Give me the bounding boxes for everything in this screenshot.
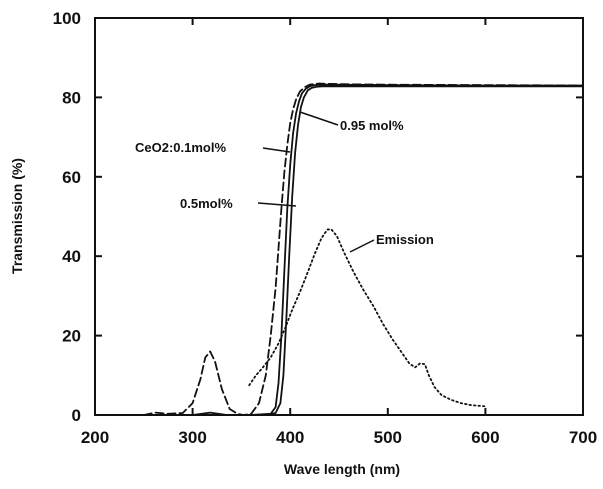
plot-frame <box>94 17 584 416</box>
series-line-0-95mol- <box>142 85 584 416</box>
y-tick-labels: 0 20 40 60 80 100 <box>53 9 81 425</box>
x-tick-label: 400 <box>276 428 304 447</box>
x-axis-label: Wave length (nm) <box>284 461 400 477</box>
series-line-ceo2-0-1mol- <box>142 82 584 416</box>
x-tick-label: 600 <box>471 428 499 447</box>
annotation-ceo2-pointer <box>262 147 291 153</box>
y-tick-label: 100 <box>53 9 81 28</box>
x-tick-label: 700 <box>569 428 597 447</box>
x-tick-label: 200 <box>81 428 109 447</box>
annotation-mol095-pointer <box>299 111 339 126</box>
series-line-emission <box>248 228 487 408</box>
annotation-ceo2: CeO2:0.1mol% <box>135 140 226 155</box>
x-tick-label: 500 <box>374 428 402 447</box>
axis-ticks <box>94 17 584 416</box>
annotation-mol05: 0.5mol% <box>180 196 233 211</box>
y-tick-label: 80 <box>62 88 81 107</box>
y-tick-label: 20 <box>62 327 81 346</box>
series-lines <box>142 82 584 416</box>
x-tick-label: 300 <box>178 428 206 447</box>
y-tick-label: 40 <box>62 247 81 266</box>
y-axis-label: Transmission (%) <box>9 158 25 274</box>
annotation-emission: Emission <box>376 232 434 247</box>
annotation-mol05-pointer <box>257 202 297 207</box>
annotation-mol095: 0.95 mol% <box>340 118 404 133</box>
y-tick-label: 0 <box>72 406 81 425</box>
series-line-0-5mol- <box>142 83 584 416</box>
x-tick-labels: 200 300 400 500 600 700 <box>81 428 597 447</box>
annotation-emission-pointer <box>349 239 375 253</box>
y-tick-label: 60 <box>62 168 81 187</box>
